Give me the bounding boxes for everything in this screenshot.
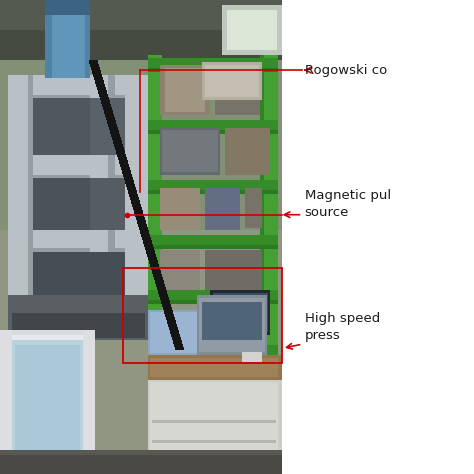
Text: Rogowski co: Rogowski co <box>305 64 387 77</box>
Bar <box>123 268 282 363</box>
Text: Magnetic pul
source: Magnetic pul source <box>305 189 391 219</box>
Text: High speed
press: High speed press <box>305 312 380 342</box>
